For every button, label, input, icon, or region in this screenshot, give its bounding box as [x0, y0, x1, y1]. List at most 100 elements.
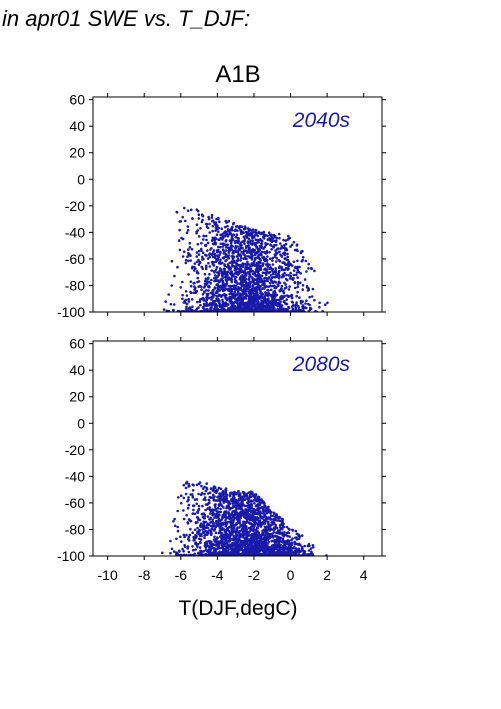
scatter-point: [260, 301, 263, 305]
scatter-point: [241, 529, 244, 533]
scatter-point: [178, 228, 181, 232]
scatter-point: [216, 283, 219, 286]
scatter-point: [231, 245, 234, 248]
scatter-point: [271, 259, 274, 262]
scatter-point: [298, 281, 302, 285]
scatter-point: [253, 502, 256, 505]
scatter-point: [176, 525, 179, 529]
scatter-point: [185, 231, 189, 234]
scatter-point: [181, 215, 184, 219]
scatter-point: [245, 282, 248, 286]
y-tick-label: 20: [69, 145, 85, 161]
scatter-point: [221, 285, 224, 288]
scatter-point: [287, 549, 291, 553]
scatter-point: [278, 532, 282, 535]
scatter-point: [284, 239, 288, 242]
scatter-point: [191, 265, 194, 269]
scatter-point: [266, 517, 269, 520]
scatter-point: [213, 274, 217, 277]
scatter-point: [219, 242, 223, 245]
scatter-point: [238, 263, 242, 267]
scatter-point: [197, 249, 201, 253]
scatter-point: [267, 237, 271, 240]
scatter-point: [215, 524, 218, 527]
scatter-point: [225, 495, 228, 499]
scatter-point: [239, 495, 243, 499]
scatter-point: [251, 228, 255, 231]
scatter-point: [206, 277, 210, 281]
scatter-point: [227, 249, 231, 252]
scatter-point: [312, 546, 315, 549]
scatter-point: [275, 256, 279, 260]
scatter-point: [275, 513, 279, 516]
scatter-point: [301, 284, 305, 287]
scatter-point: [273, 255, 277, 258]
scatter-point: [271, 272, 275, 276]
scatter-point: [305, 270, 308, 273]
scatter-point: [206, 292, 210, 296]
scatter-point: [181, 237, 185, 241]
scatter-point: [227, 505, 231, 509]
scatter-point: [294, 265, 298, 269]
scatter-point: [280, 268, 284, 272]
scatter-points: [161, 480, 328, 556]
scatter-point: [233, 516, 237, 519]
scatter-point: [178, 550, 181, 553]
scatter-point: [221, 532, 224, 536]
scatter-point: [179, 535, 182, 539]
scatter-point: [233, 295, 236, 298]
scatter-point: [274, 267, 278, 270]
scatter-point: [250, 280, 253, 284]
scatter-point: [228, 492, 232, 496]
scatter-point: [201, 293, 205, 296]
scatter-point: [258, 276, 261, 279]
scatter-point: [235, 534, 239, 537]
scatter-point: [282, 261, 286, 264]
scatter-point: [192, 508, 195, 512]
scatter-point: [199, 303, 202, 307]
scatter-point: [251, 519, 255, 523]
scatter-point: [190, 247, 194, 251]
scatter-point: [266, 510, 270, 514]
scatter-point: [255, 251, 258, 255]
scatter-point: [192, 536, 196, 540]
scatter-point: [203, 492, 206, 496]
scatter-point: [225, 539, 228, 543]
scatter-point: [265, 293, 269, 296]
scatter-point: [288, 236, 292, 240]
scatter-point: [204, 548, 208, 552]
scatter-point: [274, 301, 278, 304]
scatter-point: [277, 277, 281, 280]
plot-frame: [92, 96, 383, 313]
scatter-point: [211, 512, 215, 515]
scatter-point: [179, 553, 182, 556]
y-tick-label: -100: [57, 304, 85, 320]
scatter-point: [181, 297, 184, 301]
scatter-point: [203, 291, 206, 294]
scatter-point: [207, 215, 210, 219]
scatter-point: [215, 294, 218, 298]
scatter-point: [238, 282, 242, 286]
scatter-point: [225, 265, 229, 269]
scatter-point: [226, 276, 230, 280]
scatter-point: [258, 502, 262, 505]
figure-heading: in apr01 SWE vs. T_DJF:: [2, 6, 250, 31]
scatter-point: [249, 251, 253, 254]
scatter-point: [278, 289, 282, 292]
scatter-point: [308, 553, 312, 556]
scatter-point: [296, 249, 299, 253]
scatter-point: [307, 267, 310, 270]
scatter-point: [205, 303, 208, 306]
scatter-point: [285, 542, 289, 546]
scatter-point: [270, 276, 274, 280]
scatter-point: [283, 281, 286, 285]
scatter-point: [185, 307, 188, 311]
scatter-point: [210, 216, 214, 219]
scatter-point: [248, 494, 252, 497]
scatter-point: [248, 288, 252, 292]
scatter-point: [224, 240, 228, 243]
scatter-point: [267, 276, 271, 279]
scatter-point: [246, 517, 250, 520]
scatter-point: [227, 257, 231, 260]
scatter-point: [207, 531, 210, 535]
